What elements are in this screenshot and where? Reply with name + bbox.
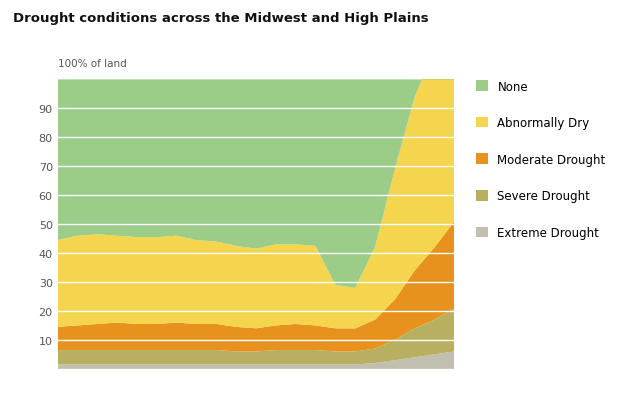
Text: Drought conditions across the Midwest and High Plains: Drought conditions across the Midwest an…	[13, 12, 428, 25]
Text: 100% of land: 100% of land	[58, 59, 126, 69]
Legend: None, Abnormally Dry, Moderate Drought, Severe Drought, Extreme Drought: None, Abnormally Dry, Moderate Drought, …	[476, 80, 605, 239]
